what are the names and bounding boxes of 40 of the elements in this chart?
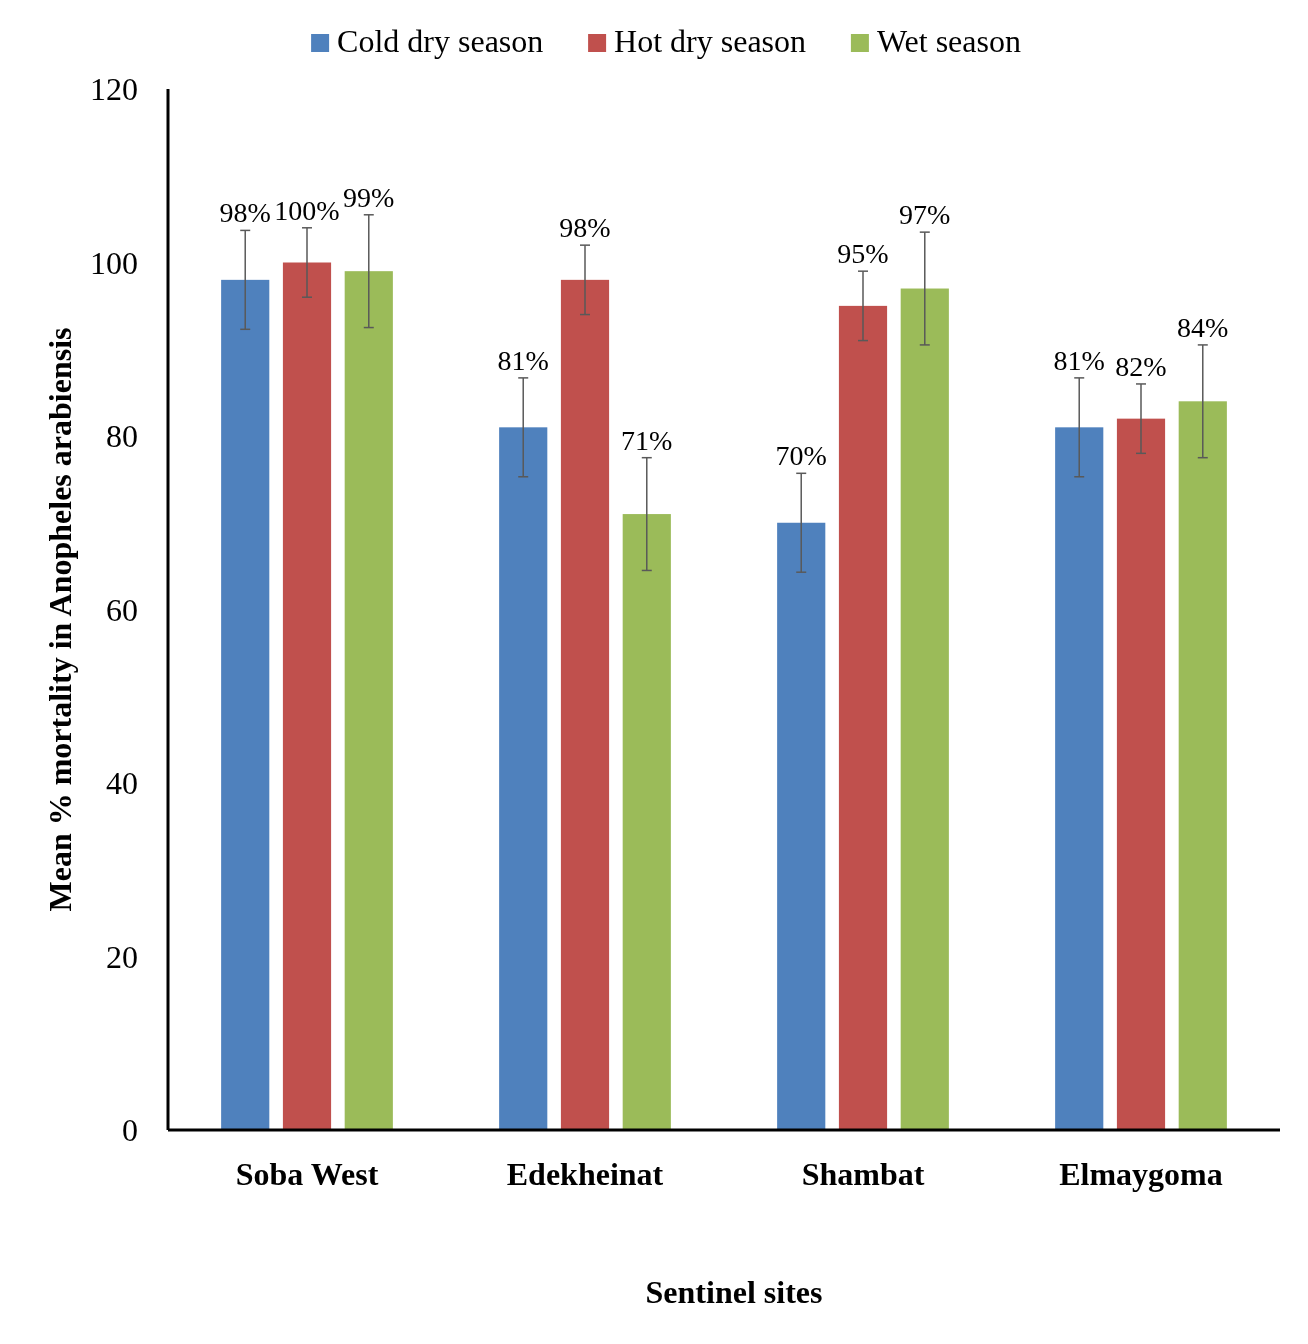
x-tick-label: Soba West <box>235 1156 379 1192</box>
y-tick-label: 60 <box>106 591 138 628</box>
y-tick-label: 100 <box>90 244 138 281</box>
x-tick-label: Edekheinat <box>506 1156 664 1192</box>
data-label: 82% <box>1115 350 1167 382</box>
legend-label: Cold dry season <box>337 23 544 59</box>
y-tick-label: 40 <box>106 765 138 802</box>
data-label: 100% <box>274 194 340 226</box>
data-label: 99% <box>343 181 395 213</box>
bar <box>777 522 826 1130</box>
x-tick-label: Shambat <box>801 1156 925 1192</box>
bar <box>838 305 888 1130</box>
bar <box>1178 401 1227 1130</box>
data-label: 98% <box>219 197 271 229</box>
data-label: 70% <box>775 440 827 472</box>
bar <box>221 279 270 1130</box>
data-label: 84% <box>1177 311 1229 343</box>
data-label: 71% <box>621 424 673 456</box>
data-label: 81% <box>1053 344 1105 376</box>
y-axis-title: Mean % mortality in Anopheles arabiensis <box>42 327 78 912</box>
y-tick-label: 0 <box>122 1112 138 1149</box>
bar <box>1116 418 1166 1130</box>
bar <box>900 288 949 1130</box>
bar <box>282 262 332 1130</box>
bar <box>1055 427 1104 1130</box>
legend-label: Hot dry season <box>614 23 807 59</box>
bar <box>622 514 671 1130</box>
y-tick-label: 20 <box>106 938 138 975</box>
x-axis-title: Sentinel sites <box>645 1274 823 1310</box>
bar <box>499 427 548 1130</box>
data-label: 98% <box>559 212 611 244</box>
data-label: 95% <box>837 238 889 270</box>
bar <box>560 279 610 1130</box>
x-tick-label: Elmaygoma <box>1059 1156 1223 1192</box>
bar <box>344 271 393 1130</box>
data-label: 81% <box>497 344 549 376</box>
data-label: 97% <box>899 199 951 231</box>
y-tick-label: 120 <box>90 71 138 108</box>
legend-label: Wet season <box>876 23 1021 59</box>
y-tick-label: 80 <box>106 418 138 455</box>
